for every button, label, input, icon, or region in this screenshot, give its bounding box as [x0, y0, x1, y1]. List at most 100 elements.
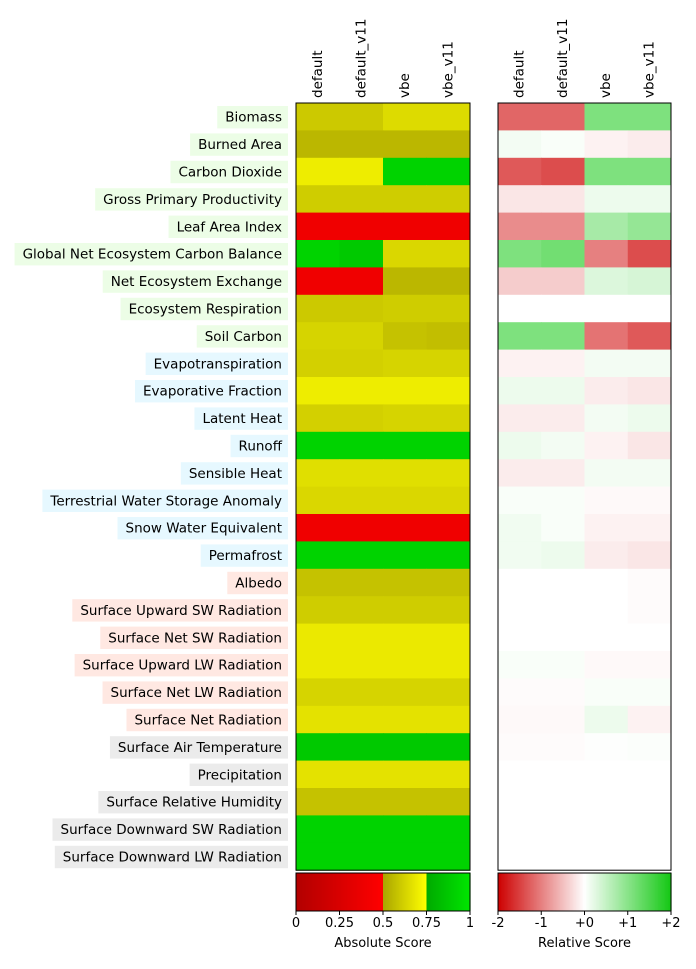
row-label-background — [54, 845, 288, 869]
absolute-colorbar-swatch — [307, 873, 310, 911]
relative-cell-latent-heat-default-v11 — [541, 404, 585, 433]
relative-colorbar-swatch — [508, 873, 511, 911]
relative-cell-terrestrial-water-storage-anomaly-vbe-v11 — [627, 486, 672, 515]
absolute-colorbar-swatch — [301, 873, 304, 911]
relative-colorbar-swatch — [614, 873, 617, 911]
absolute-cell-carbon-dioxide-vbe — [383, 157, 427, 186]
relative-colorbar-swatch — [601, 873, 604, 911]
row-label-background — [168, 215, 288, 238]
relative-colorbar-swatch — [606, 873, 609, 911]
absolute-colorbar-swatch — [449, 873, 452, 911]
relative-colorbar-swatch — [519, 873, 522, 911]
relative-cell-biomass-vbe — [584, 103, 629, 131]
absolute-cell-biomass-vbe-v11 — [426, 103, 471, 131]
absolute-cell-runoff-vbe — [383, 431, 427, 460]
relative-colorbar-swatch — [506, 873, 509, 911]
row-label-background — [100, 626, 288, 649]
relative-column-label-default: default — [512, 50, 528, 98]
relative-colorbar-swatch — [523, 873, 526, 911]
row-label-leaf-area-index: Leaf Area Index — [168, 215, 288, 238]
absolute-colorbar-swatch — [346, 873, 349, 911]
absolute-colorbar-swatch — [429, 873, 432, 911]
absolute-colorbar-swatch — [388, 873, 391, 911]
absolute-cell-surface-air-temperature-vbe-v11 — [426, 733, 471, 762]
row-label-net-ecosystem-exchange: Net Ecosystem Exchange — [102, 270, 288, 293]
relative-cell-snow-water-equivalent-vbe — [584, 514, 629, 542]
relative-colorbar-swatch — [567, 873, 570, 911]
relative-cell-soil-carbon-vbe-v11 — [627, 322, 672, 351]
relative-cell-precipitation-default-v11 — [541, 760, 585, 789]
absolute-cell-net-ecosystem-exchange-default — [296, 267, 340, 296]
absolute-colorbar-swatch — [451, 873, 454, 911]
relative-colorbar-swatch — [637, 873, 640, 911]
absolute-colorbar-tick-label: 0.25 — [325, 916, 354, 931]
relative-cell-surface-upward-lw-radiation-vbe-v11 — [627, 651, 672, 679]
absolute-cell-surface-net-radiation-default-v11 — [339, 705, 384, 734]
relative-cell-evaporative-fraction-vbe-v11 — [627, 377, 672, 405]
relative-colorbar-swatch — [633, 873, 636, 911]
relative-cell-surface-relative-humidity-vbe — [584, 788, 629, 816]
relative-cell-albedo-default — [498, 568, 542, 597]
absolute-colorbar-swatch — [342, 873, 345, 911]
absolute-colorbar-swatch — [355, 873, 358, 911]
absolute-colorbar-tick-label: 0.5 — [373, 916, 394, 931]
relative-cell-evapotranspiration-default — [498, 349, 542, 378]
relative-colorbar-swatch — [578, 873, 581, 911]
relative-cell-evaporative-fraction-vbe — [584, 377, 629, 405]
row-label-latent-heat: Latent Heat — [194, 407, 288, 430]
row-label-background — [52, 818, 288, 841]
absolute-cell-snow-water-equivalent-vbe — [383, 514, 427, 542]
absolute-colorbar-swatch — [371, 873, 374, 911]
absolute-cell-surface-net-lw-radiation-vbe-v11 — [426, 678, 471, 707]
row-label-carbon-dioxide: Carbon Dioxide — [170, 160, 288, 184]
absolute-colorbar-tick-label: 0.75 — [412, 916, 441, 931]
relative-colorbar-swatch — [636, 873, 639, 911]
absolute-cell-evaporative-fraction-default — [296, 377, 340, 405]
absolute-cell-surface-relative-humidity-default — [296, 788, 340, 816]
relative-cell-burned-area-default-v11 — [541, 130, 585, 159]
relative-colorbar-swatch — [541, 873, 544, 911]
row-label-background — [145, 352, 288, 375]
relative-colorbar-swatch — [535, 873, 538, 911]
relative-cell-gross-primary-productivity-vbe-v11 — [627, 185, 672, 214]
row-label-background — [126, 708, 288, 732]
relative-colorbar-swatch — [555, 873, 558, 911]
relative-cell-soil-carbon-default-v11 — [541, 322, 585, 351]
relative-colorbar-swatch — [559, 873, 563, 911]
relative-colorbar-swatch — [580, 873, 583, 911]
relative-cell-surface-downward-sw-radiation-default-v11 — [541, 815, 585, 844]
absolute-cell-leaf-area-index-default-v11 — [339, 212, 384, 241]
row-label-snow-water-equivalent: Snow Water Equivalent — [117, 517, 288, 540]
relative-colorbar-swatch — [660, 873, 663, 911]
relative-cell-sensible-heat-default — [498, 459, 542, 488]
relative-cell-albedo-default-v11 — [541, 568, 585, 597]
absolute-cell-gross-primary-productivity-default-v11 — [339, 185, 384, 214]
relative-colorbar-swatch — [590, 873, 593, 911]
relative-colorbar-swatch — [572, 873, 576, 911]
absolute-cell-burned-area-vbe — [383, 130, 427, 159]
absolute-colorbar-swatch — [446, 873, 449, 911]
absolute-cell-burned-area-default-v11 — [339, 130, 384, 159]
absolute-colorbar-swatch — [333, 873, 336, 911]
relative-colorbar-swatch — [634, 873, 637, 911]
relative-cell-surface-net-lw-radiation-vbe — [584, 678, 629, 707]
row-label-permafrost: Permafrost — [200, 544, 288, 567]
relative-colorbar-swatch — [549, 873, 552, 911]
absolute-cell-precipitation-default-v11 — [339, 760, 384, 789]
relative-colorbar-swatch — [596, 873, 599, 911]
absolute-colorbar-swatch — [375, 873, 378, 911]
relative-cell-terrestrial-water-storage-anomaly-default-v11 — [541, 486, 585, 515]
row-label-text: Surface Net LW Radiation — [111, 685, 282, 701]
row-label-background — [135, 380, 288, 403]
absolute-colorbar-tick-label: 1 — [466, 916, 474, 931]
absolute-cell-latent-heat-default-v11 — [339, 404, 384, 433]
relative-colorbar-swatch — [505, 873, 508, 911]
relative-cell-net-ecosystem-exchange-vbe-v11 — [627, 267, 672, 296]
row-label-text: Terrestrial Water Storage Anomaly — [49, 493, 282, 509]
relative-cell-runoff-default — [498, 431, 542, 460]
relative-cell-burned-area-vbe-v11 — [627, 130, 672, 159]
absolute-colorbar-swatch — [327, 873, 330, 911]
absolute-colorbar-swatch — [325, 873, 328, 911]
absolute-cell-surface-net-sw-radiation-vbe-v11 — [426, 623, 471, 652]
relative-colorbar-swatch — [632, 873, 635, 911]
